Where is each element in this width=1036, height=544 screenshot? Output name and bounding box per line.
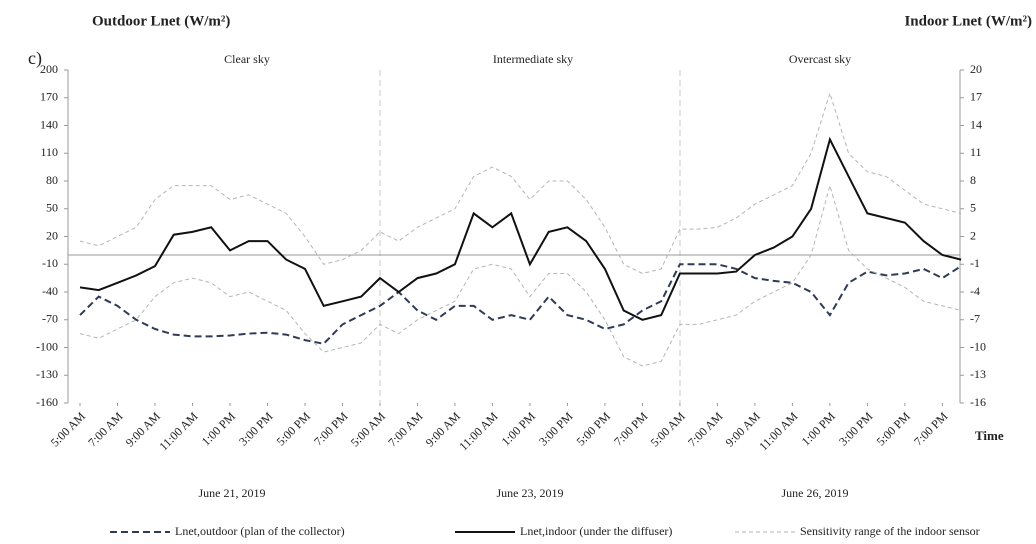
x-tick-label: 5:00 AM <box>348 409 389 450</box>
y2-tick-label: 11 <box>970 145 982 159</box>
y2-tick-label: 14 <box>970 117 982 131</box>
y2-tick-label: 17 <box>970 90 982 104</box>
y2-tick-label: -4 <box>970 284 980 298</box>
y-tick-label: 20 <box>46 228 58 242</box>
x-tick-label: 11:00 AM <box>756 409 800 453</box>
y-tick-label: -10 <box>42 256 58 270</box>
y2-axis-title: Indoor Lnet (W/m²) <box>904 13 1032 29</box>
x-axis-title: Time <box>975 428 1004 443</box>
y-tick-label: -40 <box>42 284 58 298</box>
series-line <box>79 91 962 275</box>
x-tick-label: 7:00 PM <box>311 409 351 449</box>
y-tick-label: 200 <box>40 62 58 76</box>
x-tick-label: 1:00 PM <box>199 409 239 449</box>
x-tick-label: 7:00 AM <box>685 409 726 450</box>
x-tick-label: 5:00 PM <box>874 409 914 449</box>
x-tick-label: 5:00 AM <box>648 409 689 450</box>
panel-label: c) <box>28 48 42 69</box>
y-tick-label: -160 <box>36 395 58 409</box>
x-tick-label: 5:00 PM <box>274 409 314 449</box>
x-tick-label: 11:00 AM <box>156 409 200 453</box>
panel-annotation: Overcast sky <box>789 52 851 66</box>
y2-tick-label: 5 <box>970 201 976 215</box>
series-line <box>79 136 962 321</box>
x-tick-label: 1:00 PM <box>799 409 839 449</box>
y2-tick-label: 20 <box>970 62 982 76</box>
y-axis-title: Outdoor Lnet (W/m²) <box>92 13 230 29</box>
y2-tick-label: 8 <box>970 173 976 187</box>
y2-tick-label: -7 <box>970 312 980 326</box>
x-tick-label: 7:00 PM <box>611 409 651 449</box>
x-tick-label: 3:00 PM <box>536 409 576 449</box>
x-tick-label: 1:00 PM <box>499 409 539 449</box>
x-tick-label: 11:00 AM <box>456 409 500 453</box>
day-label: June 23, 2019 <box>497 486 564 500</box>
y-tick-label: 170 <box>40 90 58 104</box>
y2-tick-label: -13 <box>970 367 986 381</box>
x-tick-label: 3:00 PM <box>236 409 276 449</box>
legend-label: Lnet,indoor (under the diffuser) <box>520 524 672 538</box>
panel-annotation: Intermediate sky <box>493 52 573 66</box>
legend-label: Sensitivity range of the indoor sensor <box>800 524 980 538</box>
legend-label: Lnet,outdoor (plan of the collector) <box>175 524 345 538</box>
series-line <box>79 183 962 367</box>
panel-annotation: Clear sky <box>224 52 270 66</box>
y-tick-label: 110 <box>40 145 58 159</box>
x-tick-label: 7:00 PM <box>911 409 951 449</box>
y2-tick-label: -10 <box>970 339 986 353</box>
x-tick-label: 5:00 AM <box>48 409 89 450</box>
x-tick-label: 3:00 PM <box>836 409 876 449</box>
x-tick-label: 7:00 AM <box>385 409 426 450</box>
y-tick-label: -70 <box>42 312 58 326</box>
y-tick-label: 80 <box>46 173 58 187</box>
y-tick-label: -130 <box>36 367 58 381</box>
y2-tick-label: 2 <box>970 228 976 242</box>
y2-tick-label: -1 <box>970 256 980 270</box>
day-label: June 26, 2019 <box>782 486 849 500</box>
y-tick-label: 140 <box>40 117 58 131</box>
day-label: June 21, 2019 <box>199 486 266 500</box>
series-line <box>79 263 962 345</box>
y-tick-label: 50 <box>46 201 58 215</box>
x-tick-label: 5:00 PM <box>574 409 614 449</box>
y2-tick-label: -16 <box>970 395 986 409</box>
y-tick-label: -100 <box>36 339 58 353</box>
x-tick-label: 7:00 AM <box>85 409 126 450</box>
